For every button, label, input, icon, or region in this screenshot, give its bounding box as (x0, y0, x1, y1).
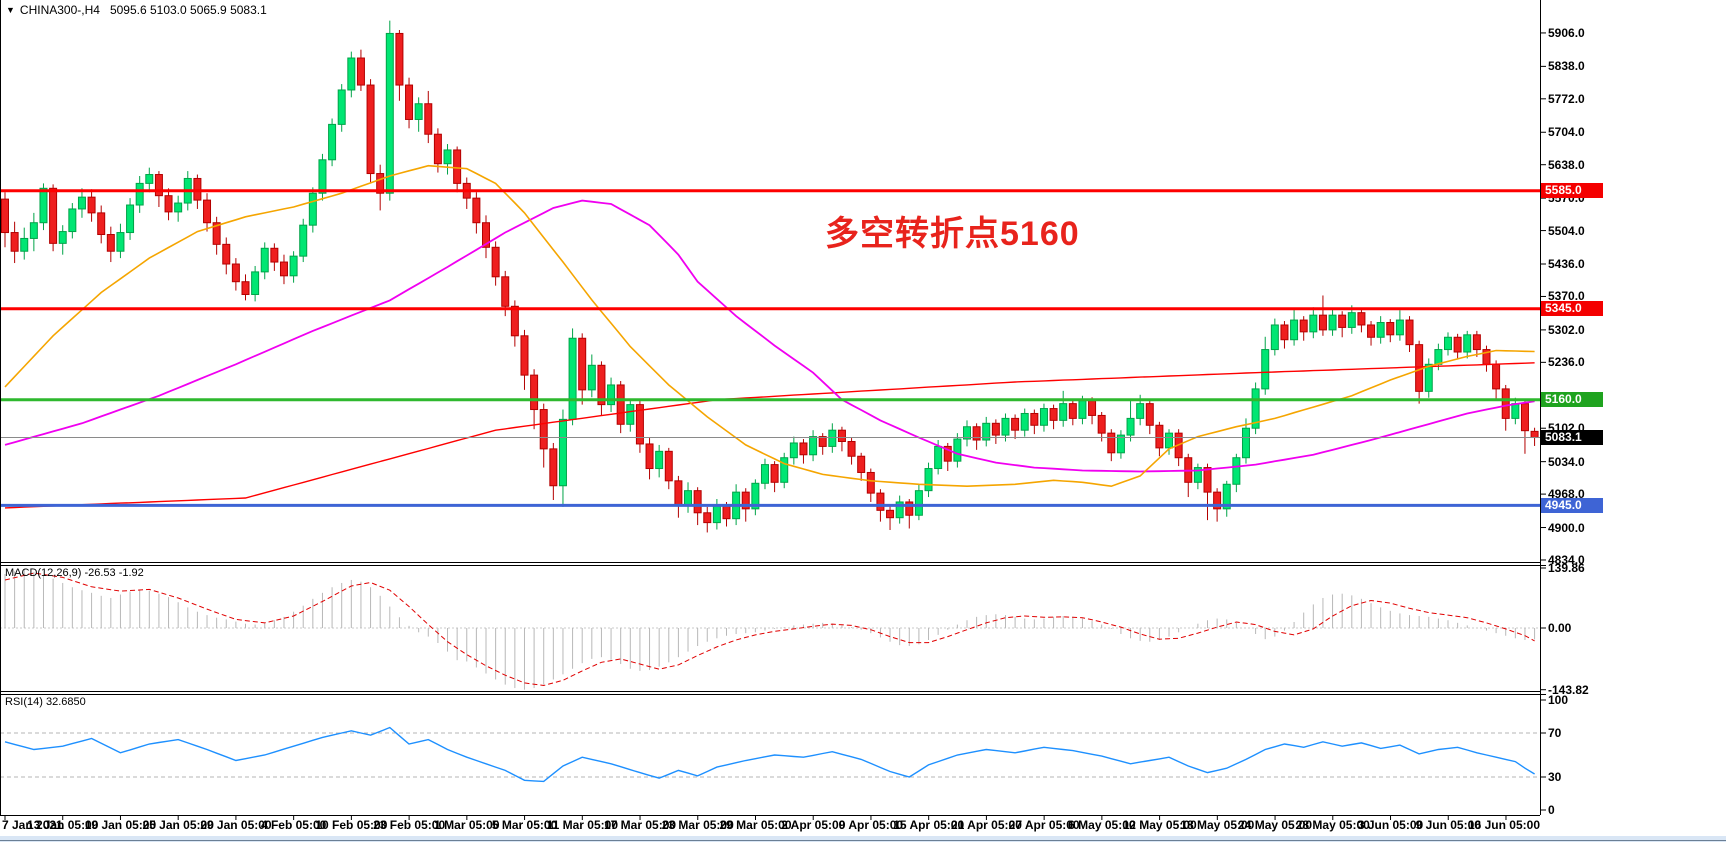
time-tick-label: 9 Jun 05:00 (1415, 818, 1481, 832)
time-tick-label: 27 Apr 05:00 (1008, 818, 1080, 832)
price-level-badge: 5585.0 (1541, 183, 1603, 199)
price-tick-label: 5838.0 (1548, 59, 1585, 74)
price-level-badge: 4945.0 (1541, 497, 1603, 513)
price-tick-label: 4900.0 (1548, 520, 1585, 535)
price-tick-label: 4834.0 (1548, 552, 1585, 567)
time-tick-label: 13 Jan 05:00 (27, 818, 99, 832)
rsi-tick-label: 0 (1548, 803, 1555, 817)
time-tick-label: 1 Mar 05:00 (434, 818, 500, 832)
rsi-tick-label: 30 (1548, 770, 1562, 784)
time-tick-label: 11 Mar 05:00 (546, 818, 618, 832)
time-tick-label: 24 May 05:00 (1238, 818, 1313, 832)
symbol-name: CHINA300-,H4 (19, 3, 100, 17)
time-tick-label: 12 May 05:00 (1122, 818, 1197, 832)
price-tick-label: 5906.0 (1548, 25, 1585, 40)
price-tick-label: 5436.0 (1548, 257, 1585, 271)
time-tick-label: 16 Jun 05:00 (1467, 818, 1540, 832)
current-price-badge: 5083.1 (1541, 430, 1603, 445)
time-tick-label: 7 Jan 2021 (2, 818, 63, 832)
time-tick-label: 4 Feb 05:00 (260, 818, 327, 832)
rsi-indicator-label: RSI(14) 32.6850 (5, 696, 86, 708)
dropdown-arrow-icon[interactable]: ▼ (6, 5, 15, 15)
price-tick-label: 5302.0 (1548, 322, 1585, 337)
time-tick-label: 28 May 05:00 (1295, 818, 1370, 832)
symbol-ohlc-readout: 5095.6 5103.0 5065.9 5083.1 (109, 3, 267, 17)
time-tick-label: 23 Mar 05:00 (661, 818, 734, 832)
symbol-header: ▼ CHINA300-,H4 5095.6 5103.0 5065.9 5083.1 (6, 3, 267, 17)
bottom-border (0, 840, 1726, 841)
time-tick-label: 5 Mar 05:00 (491, 818, 558, 832)
price-tick-label: 5236.0 (1548, 355, 1585, 370)
rsi-tick-label: 100 (1548, 693, 1569, 707)
time-tick-label: 25 Jan 05:00 (142, 818, 214, 832)
annotation-text: 多空转折点5160 (825, 215, 1080, 253)
price-level-badge: 5160.0 (1541, 392, 1603, 408)
time-tick-label: 3 Jun 05:00 (1357, 818, 1424, 832)
rsi-tick-label: 70 (1548, 726, 1562, 740)
price-tick-label: 5772.0 (1548, 91, 1585, 106)
macd-tick-label: 0.00 (1548, 621, 1572, 635)
time-tick-label: 17 Mar 05:00 (603, 818, 677, 832)
time-tick-label: 21 Apr 05:00 (950, 818, 1022, 832)
macd-tick-label: -143.82 (1548, 682, 1589, 697)
time-tick-label: 23 Feb 05:00 (373, 818, 446, 832)
macd-indicator-label: MACD(12,26,9) -26.53 -1.92 (5, 567, 144, 579)
price-tick-label: 5704.0 (1548, 125, 1585, 140)
macd-tick-label: 139.86 (1548, 561, 1585, 575)
time-tick-label: 18 May 05:00 (1180, 818, 1255, 832)
time-tick-label: 19 Jan 05:00 (84, 818, 157, 832)
time-tick-label: 29 Jan 05:00 (200, 818, 272, 832)
time-tick-label: 9 Apr 05:00 (838, 818, 904, 832)
price-tick-label: 5370.0 (1548, 289, 1585, 304)
price-tick-label: 5638.0 (1548, 157, 1585, 172)
price-level-badge: 5345.0 (1541, 301, 1603, 317)
horizontal-scrollbar[interactable] (0, 836, 1726, 842)
time-tick-label: 6 May 05:00 (1068, 818, 1136, 832)
time-tick-label: 15 Apr 05:00 (893, 818, 965, 832)
time-tick-label: 2 Apr 05:00 (781, 818, 846, 832)
price-tick-label: 5034.0 (1548, 454, 1585, 469)
price-tick-label: 4968.0 (1548, 487, 1585, 502)
time-tick-label: 10 Feb 05:00 (315, 818, 388, 832)
price-tick-label: 5504.0 (1548, 223, 1585, 238)
time-tick-label: 29 Mar 05:00 (719, 818, 792, 832)
